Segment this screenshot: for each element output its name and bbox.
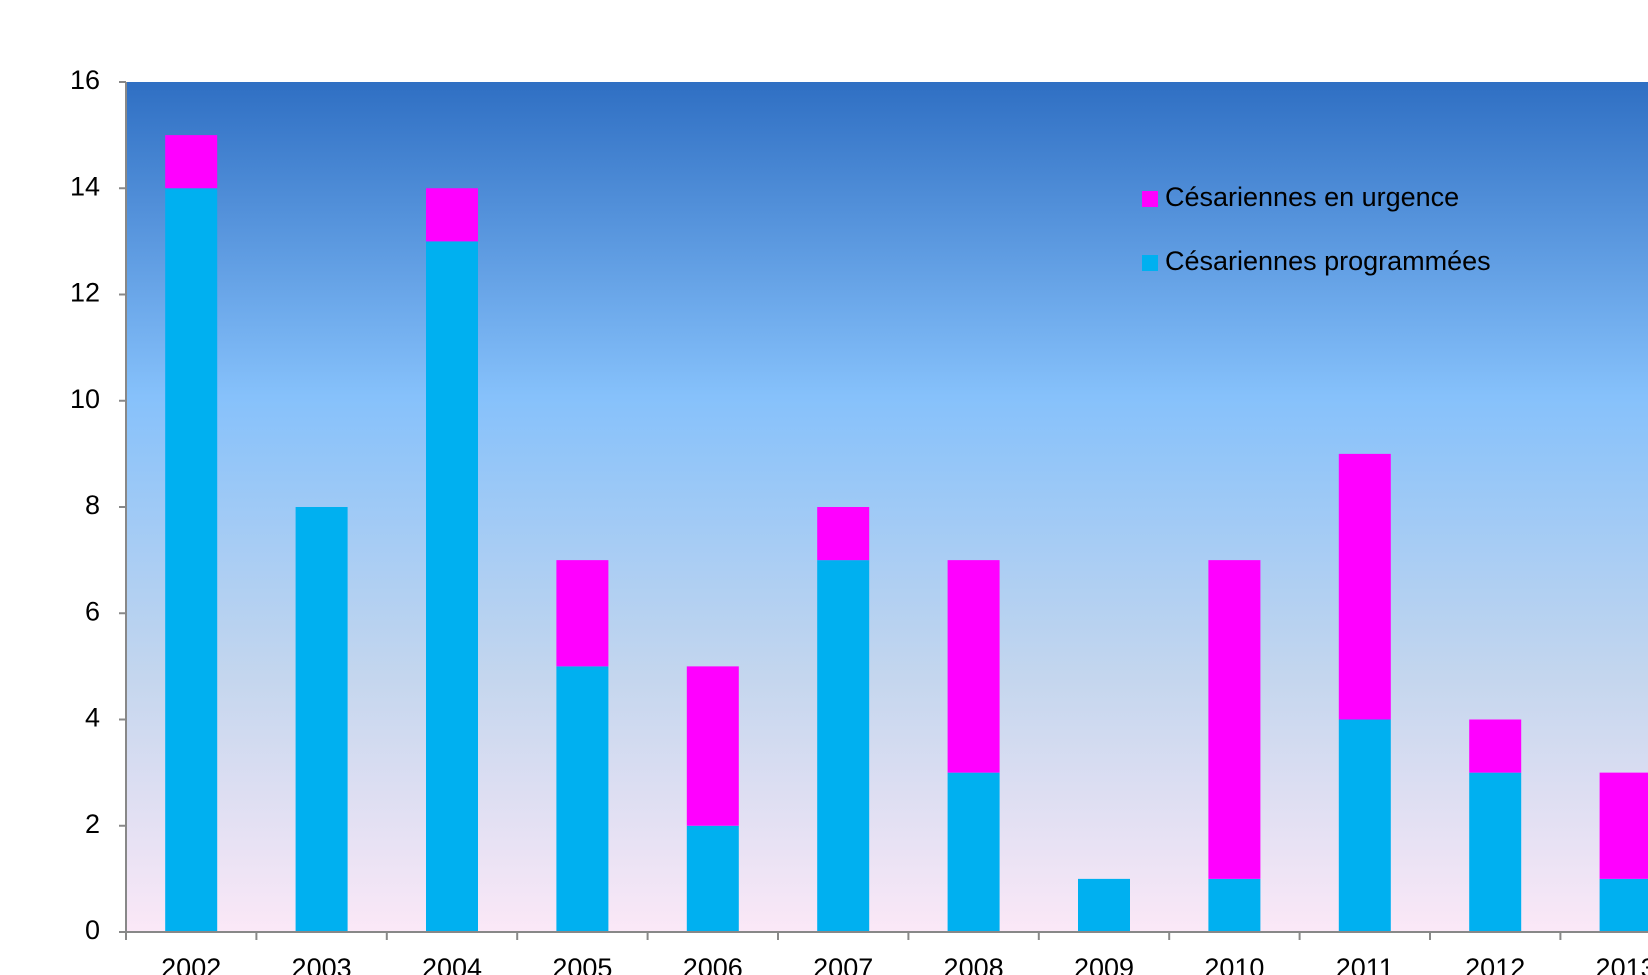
x-tick-label: 2003 — [292, 953, 352, 975]
bar-segment — [1469, 719, 1522, 773]
legend-label: Césariennes programmées — [1165, 246, 1491, 276]
plot-area — [126, 82, 1648, 932]
x-tick-label: 2013 — [1596, 953, 1648, 975]
x-tick-label: 2011 — [1336, 953, 1394, 975]
bar-segment — [295, 507, 348, 932]
y-tick-label: 12 — [70, 278, 100, 308]
bar-segment — [1469, 772, 1522, 932]
bar-segment — [165, 188, 218, 932]
y-tick-label: 6 — [85, 596, 100, 626]
bar-segment — [1208, 878, 1261, 932]
bar-segment — [426, 241, 478, 932]
y-tick-label: 10 — [70, 384, 100, 414]
bar-segment — [947, 772, 1000, 932]
bar-segment — [1208, 560, 1261, 879]
legend-swatch — [1142, 191, 1158, 207]
bar-segment — [947, 560, 1000, 773]
y-tick-label: 14 — [70, 171, 100, 201]
x-tick-label: 2002 — [161, 953, 221, 975]
x-tick-label: 2007 — [813, 953, 873, 975]
x-tick-label: 2008 — [944, 953, 1004, 975]
bar-segment — [686, 666, 739, 826]
bar-segment — [686, 825, 739, 932]
y-tick-label: 0 — [85, 915, 100, 945]
bar-segment — [1599, 772, 1648, 879]
y-tick-label: 4 — [85, 703, 100, 733]
bar-segment — [1078, 878, 1130, 932]
bar-segment — [426, 188, 478, 242]
y-tick-label: 8 — [85, 490, 100, 520]
legend-swatch — [1142, 255, 1158, 271]
x-tick-label: 2012 — [1465, 953, 1525, 975]
x-tick-label: 2006 — [683, 953, 743, 975]
legend-label: Césariennes en urgence — [1165, 182, 1459, 212]
bar-segment — [556, 666, 609, 932]
bar-segment — [1338, 719, 1391, 932]
x-tick-label: 2009 — [1074, 953, 1134, 975]
bar-segment — [1599, 878, 1648, 932]
bar-segment — [165, 135, 218, 189]
y-tick-label: 16 — [70, 65, 100, 95]
x-tick-label: 2004 — [422, 953, 482, 975]
x-tick-label: 2010 — [1204, 953, 1264, 975]
bar-segment — [556, 560, 609, 667]
bar-segment — [817, 507, 870, 561]
bar-segment — [817, 560, 870, 932]
bar-segment — [1338, 453, 1391, 720]
x-tick-label: 2005 — [552, 953, 612, 975]
y-tick-label: 2 — [85, 809, 100, 839]
